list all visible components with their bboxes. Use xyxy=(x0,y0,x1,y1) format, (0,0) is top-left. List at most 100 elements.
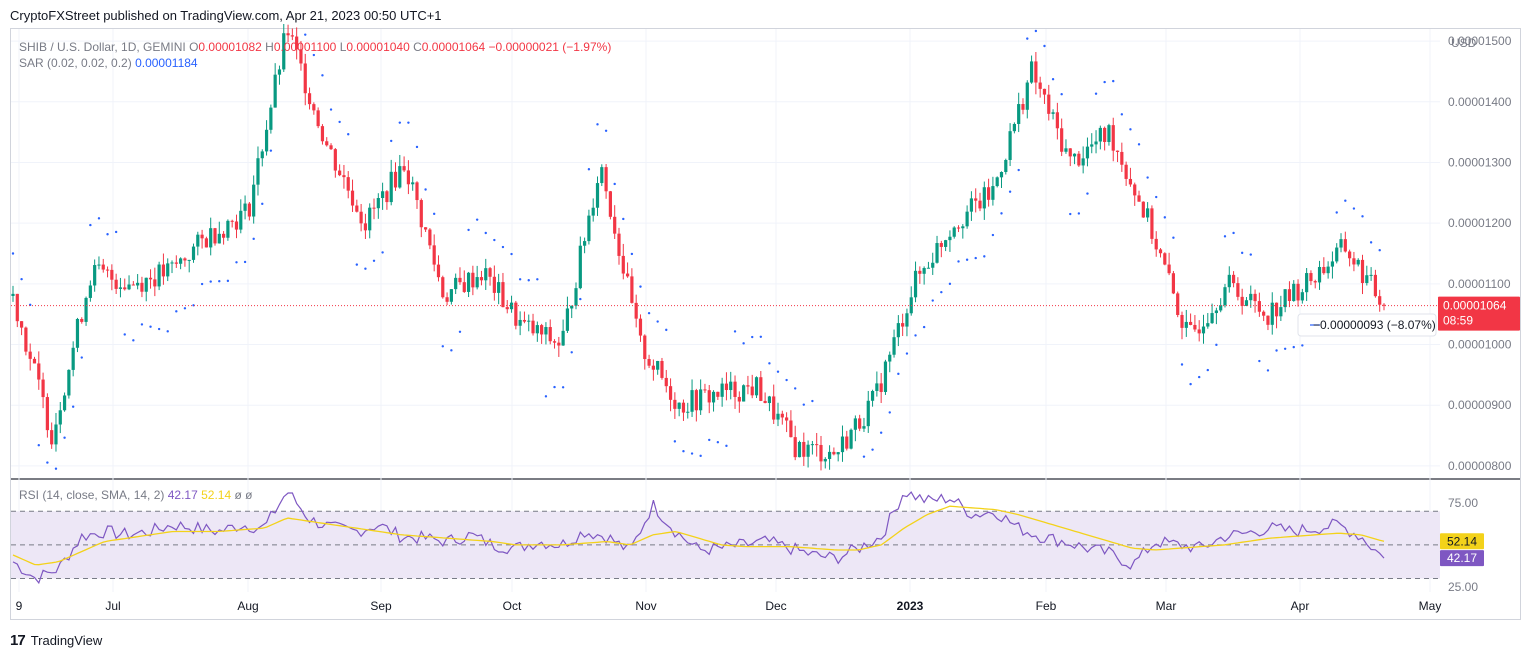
candle-body xyxy=(97,264,101,266)
candle-body xyxy=(11,293,15,296)
candle-body xyxy=(677,402,681,409)
candle-body xyxy=(561,330,565,346)
candle-body xyxy=(333,149,337,171)
symbol-label[interactable]: SHIB / U.S. Dollar, 1D, GEMINI xyxy=(19,40,186,54)
candle-body xyxy=(1197,329,1201,334)
candle-body xyxy=(621,255,625,274)
candle-body xyxy=(1305,273,1309,293)
candle-body xyxy=(776,413,780,420)
rsi-tick-label: 75.00 xyxy=(1448,496,1478,510)
sar-dot xyxy=(355,263,359,266)
sar-dot xyxy=(1180,363,1184,366)
sar-dot xyxy=(484,231,487,235)
candle-body xyxy=(935,243,939,263)
rsi-label[interactable]: RSI (14, close, SMA, 14, 2) xyxy=(19,488,165,502)
candle-body xyxy=(729,381,733,391)
sar-dot xyxy=(879,431,883,434)
candle-body xyxy=(819,444,823,462)
sar-dot xyxy=(974,256,977,260)
sar-dot xyxy=(175,310,178,313)
countdown-label: 08:59 xyxy=(1443,314,1473,328)
candle-body xyxy=(608,191,612,217)
candle-body xyxy=(1201,326,1206,334)
candle-body xyxy=(329,145,333,150)
sar-dot xyxy=(587,168,591,171)
candle-body xyxy=(1176,293,1180,315)
candle-body xyxy=(75,318,80,348)
rsi-sma-line xyxy=(12,505,1385,566)
candle-body xyxy=(1223,287,1227,306)
candle-body xyxy=(406,170,410,185)
candlestick-series xyxy=(11,23,1386,471)
rsi-badge xyxy=(1440,550,1484,567)
sar-dot xyxy=(604,129,608,132)
candle-body xyxy=(200,234,204,239)
candle-body xyxy=(522,319,527,322)
sar-dot xyxy=(759,335,763,338)
sar-dot xyxy=(682,450,685,453)
candle-body xyxy=(1098,127,1102,142)
candle-body xyxy=(1094,141,1098,145)
sar-dot xyxy=(407,121,410,124)
candle-body xyxy=(307,93,312,105)
candle-body xyxy=(1012,123,1016,132)
candle-body xyxy=(840,436,845,453)
candle-body xyxy=(217,233,221,244)
time-tick-label: Dec xyxy=(765,599,786,613)
candle-body xyxy=(810,444,814,446)
candle-body xyxy=(385,191,389,203)
candle-body xyxy=(187,259,191,261)
candle-body xyxy=(1292,283,1296,301)
candle-body xyxy=(656,360,660,370)
sar-dot xyxy=(570,351,573,354)
candle-body xyxy=(961,226,965,229)
candle-body xyxy=(604,167,608,192)
sar-dot xyxy=(862,455,866,458)
sar-dot xyxy=(114,230,118,234)
candle-body xyxy=(1021,104,1025,110)
candle-body xyxy=(282,33,286,70)
sar-series xyxy=(11,29,1381,470)
sar-dot xyxy=(922,325,926,329)
sar-dot xyxy=(71,405,75,408)
candle-body xyxy=(144,277,148,292)
candle-body xyxy=(544,327,548,335)
time-tick-label: Jul xyxy=(105,599,120,613)
candle-body xyxy=(1210,313,1214,324)
candle-body xyxy=(1360,259,1365,284)
candle-body xyxy=(720,383,724,397)
sar-dot xyxy=(501,245,505,249)
candle-body xyxy=(41,379,45,398)
candle-body xyxy=(806,444,810,457)
candle-body xyxy=(845,436,849,449)
sar-dot xyxy=(11,252,15,255)
candle-body xyxy=(19,321,24,328)
sar-label[interactable]: SAR (0.02, 0.02, 0.2) xyxy=(19,56,132,70)
candle-body xyxy=(32,358,37,364)
candle-body xyxy=(965,211,969,227)
candle-body xyxy=(84,297,88,322)
sar-dot xyxy=(458,330,462,333)
candle-body xyxy=(140,282,144,292)
candle-body xyxy=(509,302,514,310)
sar-dot xyxy=(123,333,126,336)
sar-dot xyxy=(948,282,952,286)
rsi-value: 42.17 xyxy=(167,488,198,502)
sar-dot xyxy=(742,342,745,345)
candle-body xyxy=(664,377,668,387)
sar-dot xyxy=(432,212,436,216)
candle-body xyxy=(1115,150,1120,152)
candle-body xyxy=(239,210,243,230)
candle-body xyxy=(1034,61,1038,83)
candle-body xyxy=(600,167,604,184)
candle-body xyxy=(1128,178,1133,185)
candle-body xyxy=(67,369,71,396)
sar-dot xyxy=(1240,251,1244,255)
sar-dot xyxy=(321,74,324,77)
candle-body xyxy=(462,282,466,292)
candle-body xyxy=(944,240,948,247)
footer-brand[interactable]: 17 TradingView xyxy=(10,632,102,649)
candle-body xyxy=(320,126,325,142)
candle-body xyxy=(71,347,75,370)
